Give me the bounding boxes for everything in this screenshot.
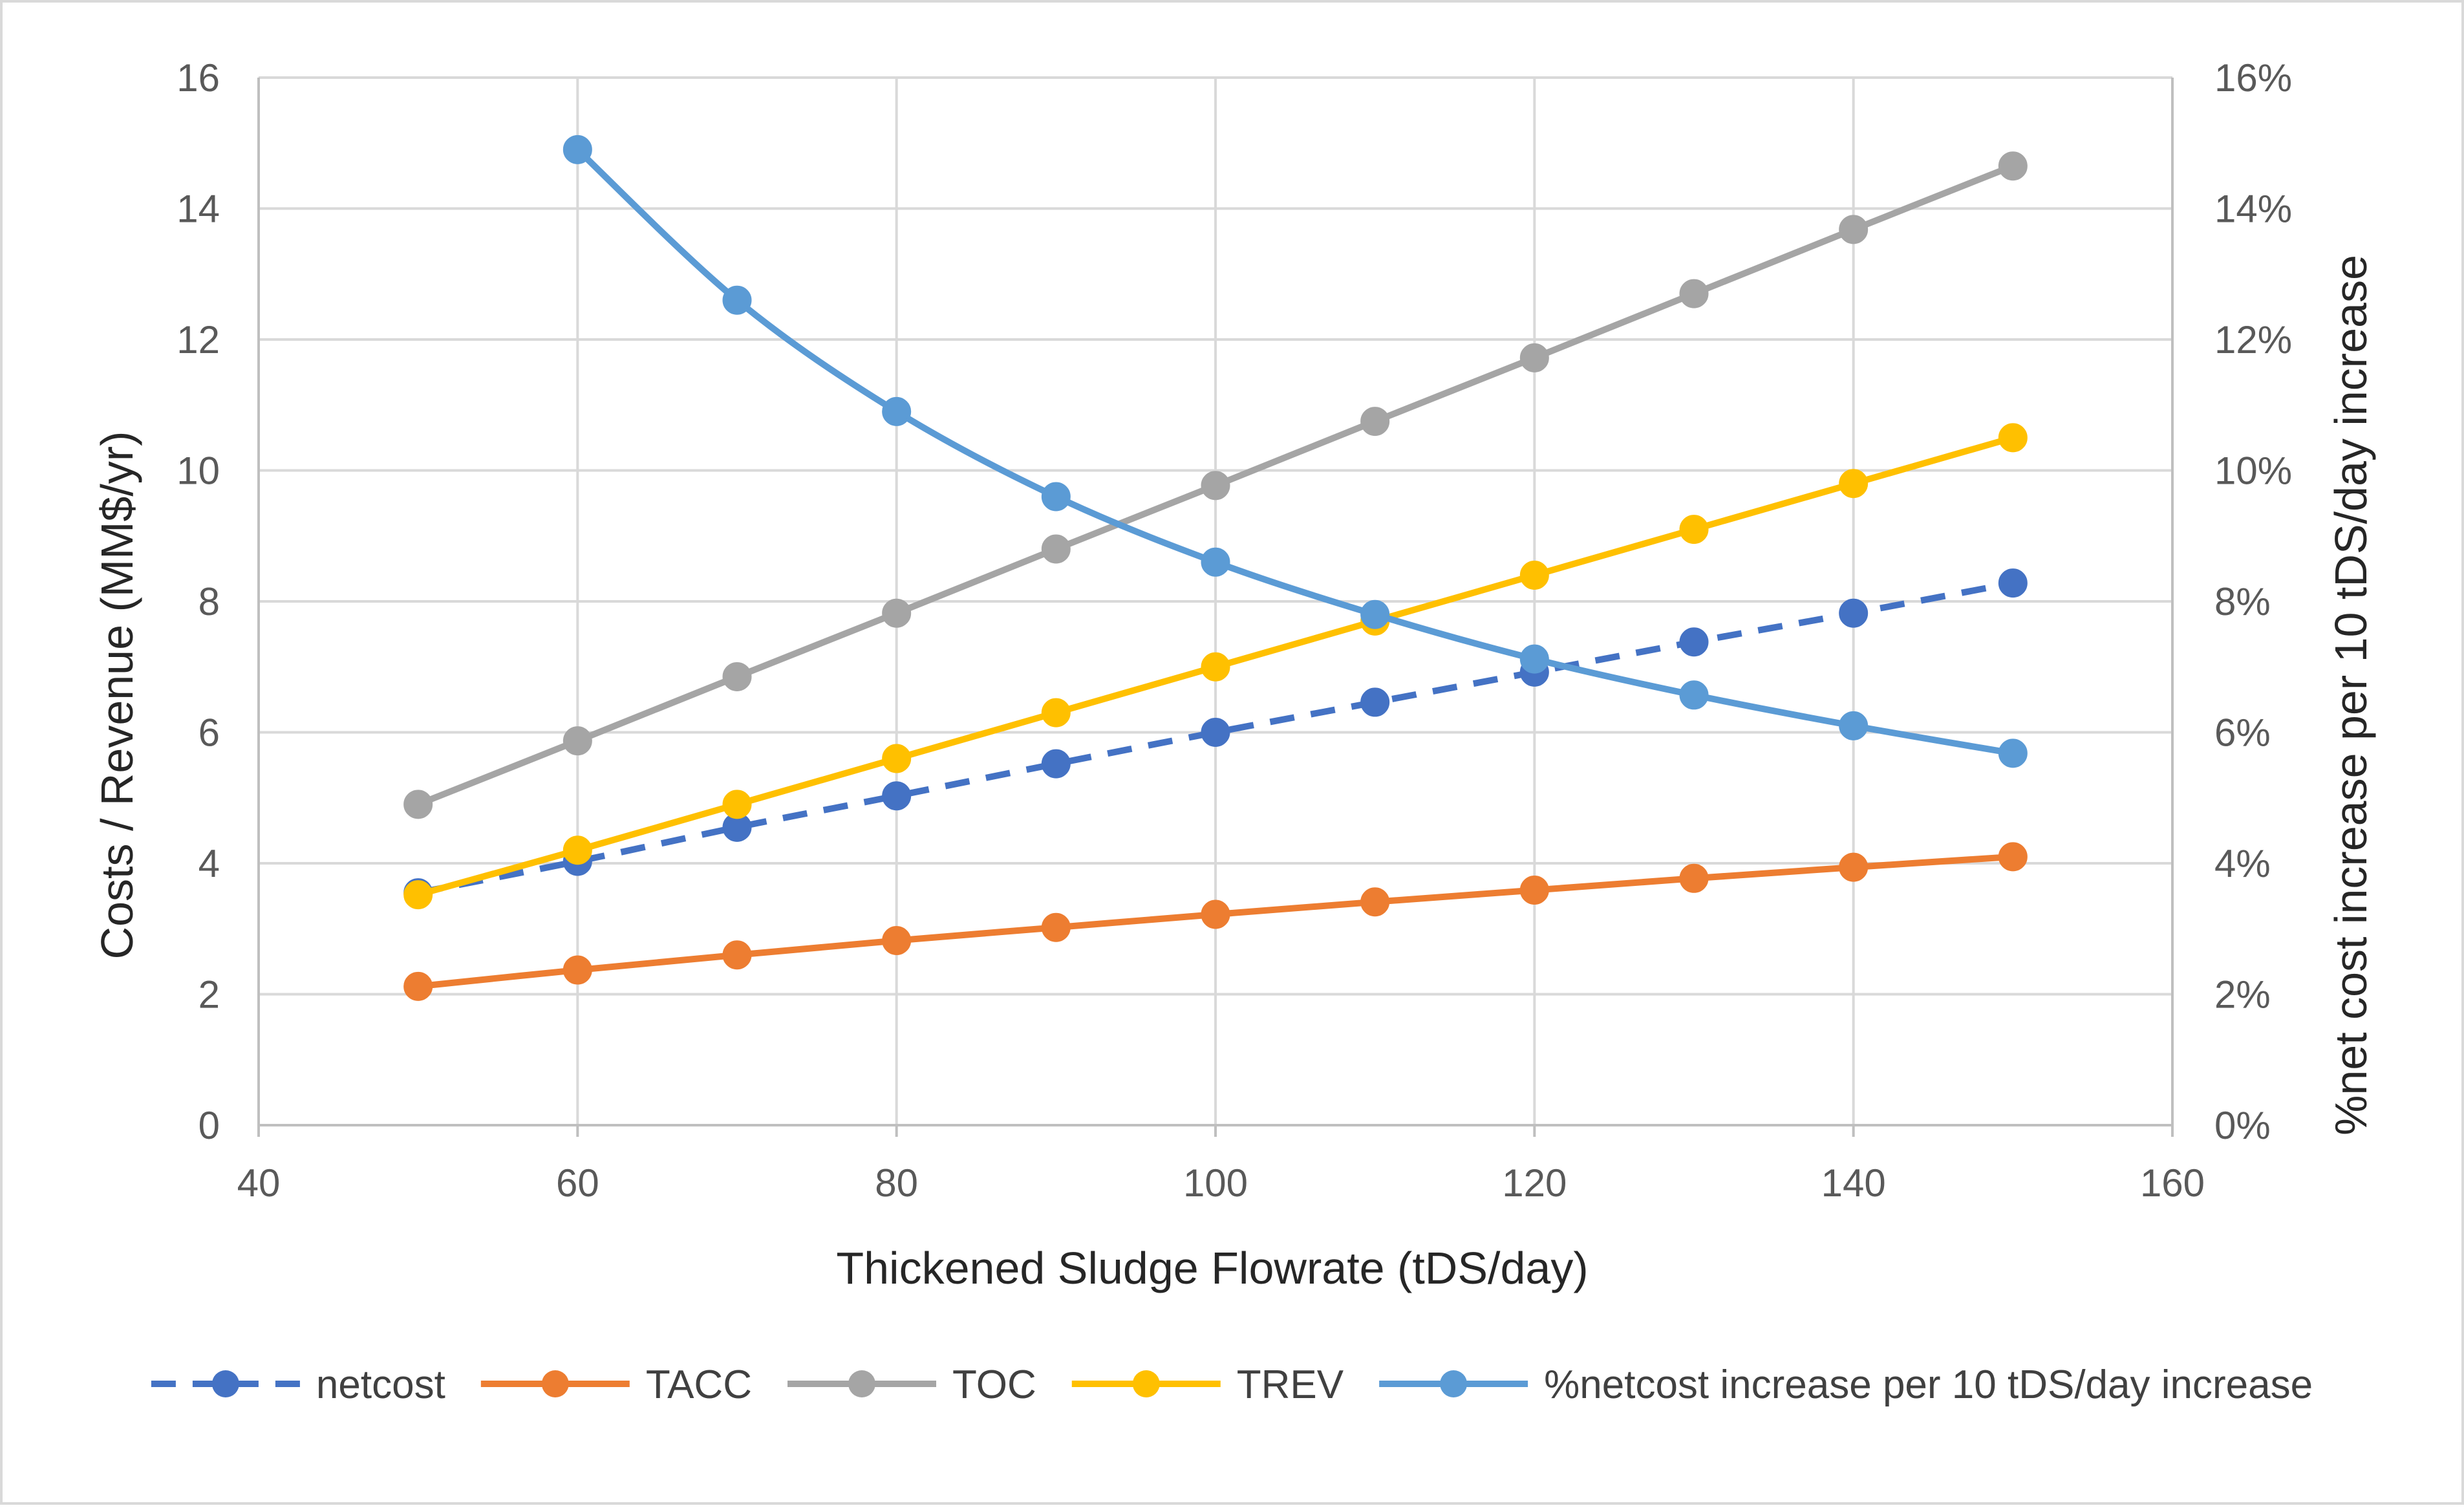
series-1-point — [1360, 887, 1390, 917]
legend-marker — [211, 1370, 239, 1397]
series-0-point — [1998, 568, 2028, 598]
y2-tick-label: 12% — [2214, 318, 2292, 361]
legend-marker — [1132, 1370, 1160, 1397]
y-tick-label: 6 — [198, 711, 220, 755]
series-3-point — [403, 880, 433, 910]
y2-tick-label: 6% — [2214, 711, 2271, 755]
legend-item[interactable]: netcost — [151, 1363, 445, 1407]
series-0-point — [1360, 687, 1390, 717]
series-4-point — [1839, 711, 1869, 740]
series-4-point — [1201, 547, 1230, 577]
series-2-point — [1519, 343, 1549, 372]
series-1-point — [562, 955, 592, 985]
series-0-point — [1041, 749, 1071, 779]
series-4-point — [1519, 644, 1549, 674]
series-1-point — [1679, 863, 1709, 893]
legend-label: netcost — [316, 1363, 445, 1407]
series-3-point — [562, 835, 592, 865]
series-2-point — [1839, 215, 1869, 244]
series-4-point — [1998, 738, 2028, 768]
legend-label: %netcost increase per 10 tDS/day increas… — [1544, 1363, 2313, 1407]
series-2-point — [1998, 151, 2028, 181]
series-3-point — [1201, 652, 1230, 682]
series-2-point — [562, 726, 592, 756]
series-2-point — [403, 790, 433, 819]
series-3-point — [1679, 515, 1709, 544]
series-3-point — [722, 790, 752, 819]
y-tick-label: 14 — [177, 188, 220, 231]
series-1-point — [1519, 876, 1549, 905]
series-2-point — [1360, 407, 1390, 436]
series-2-point — [1201, 471, 1230, 501]
x-tick-label: 40 — [237, 1161, 281, 1205]
x-tick-label: 80 — [875, 1161, 918, 1205]
y-tick-label: 2 — [198, 973, 220, 1017]
y2-tick-label: 4% — [2214, 842, 2271, 885]
y2-tick-label: 2% — [2214, 973, 2271, 1017]
series-1-point — [1998, 842, 2028, 872]
legend-marker — [848, 1370, 875, 1397]
series-3-point — [1519, 561, 1549, 590]
x-tick-label: 60 — [556, 1161, 599, 1205]
series-4-line — [574, 146, 2017, 757]
series-2-point — [722, 662, 752, 691]
y2-tick-label: 16% — [2214, 56, 2292, 100]
legend-item[interactable]: %netcost increase per 10 tDS/day increas… — [1379, 1363, 2313, 1407]
y-tick-label: 10 — [177, 449, 220, 493]
y2-tick-label: 8% — [2214, 580, 2271, 623]
legend-item[interactable]: TOC — [787, 1363, 1036, 1407]
series-4-point — [722, 285, 752, 315]
x-tick-label: 120 — [1502, 1161, 1567, 1205]
series-4-point — [1679, 680, 1709, 710]
series-3-point — [882, 744, 912, 773]
series-1-point — [722, 940, 752, 970]
series-1-point — [882, 925, 912, 955]
series-0-point — [1679, 627, 1709, 657]
series-layer — [403, 135, 2028, 1001]
legend-label: TACC — [646, 1363, 752, 1407]
y2-axis-title: %net cost increase per 10 tDS/day increa… — [2326, 255, 2376, 1136]
series-3-point — [1041, 698, 1071, 727]
y2-tick-label: 10% — [2214, 449, 2292, 493]
legend: netcost TACC TOC TREV %netcost increase per … — [151, 1363, 2313, 1407]
series-3-point — [1839, 469, 1869, 499]
x-axis-title: Thickened Sludge Flowrate (tDS/day) — [836, 1243, 1588, 1293]
legend-label: TOC — [952, 1363, 1036, 1407]
series-4-point — [882, 396, 912, 426]
legend-marker — [541, 1370, 569, 1397]
y2-tick-label: 0% — [2214, 1104, 2271, 1147]
legend-item[interactable]: TREV — [1071, 1363, 1344, 1407]
legend-marker — [1440, 1370, 1468, 1397]
series-2-point — [1679, 279, 1709, 308]
series-1-point — [1839, 852, 1869, 882]
series-1-point — [1201, 899, 1230, 929]
axis-layer: 0 0% 2 2% 4 4% 6 6% 8 8% 10 10% 12 12% 14 14% 16 16% 40 60 8… — [177, 56, 2292, 1205]
y-axis-title: Costs / Revenue (MM$/yr) — [92, 431, 142, 960]
series-0-point — [1839, 598, 1869, 628]
series-4-point — [1041, 482, 1071, 512]
y-tick-label: 8 — [198, 580, 220, 623]
y-tick-label: 4 — [198, 842, 220, 885]
legend-label: TREV — [1237, 1363, 1344, 1407]
series-0-point — [1201, 718, 1230, 747]
y-tick-label: 0 — [198, 1104, 220, 1147]
y-tick-label: 16 — [177, 56, 220, 100]
x-tick-label: 100 — [1183, 1161, 1248, 1205]
legend-item[interactable]: TACC — [480, 1363, 752, 1407]
y2-tick-label: 14% — [2214, 188, 2292, 231]
x-tick-label: 140 — [1821, 1161, 1886, 1205]
series-1-point — [403, 971, 433, 1001]
series-4-point — [562, 135, 592, 164]
series-3-point — [1998, 423, 2028, 453]
x-tick-label: 160 — [2140, 1161, 2205, 1205]
series-1-point — [1041, 912, 1071, 942]
series-2-point — [1041, 534, 1071, 564]
y-tick-label: 12 — [177, 318, 220, 361]
series-0-point — [882, 781, 912, 811]
series-4-point — [1360, 599, 1390, 629]
series-2-point — [882, 598, 912, 628]
